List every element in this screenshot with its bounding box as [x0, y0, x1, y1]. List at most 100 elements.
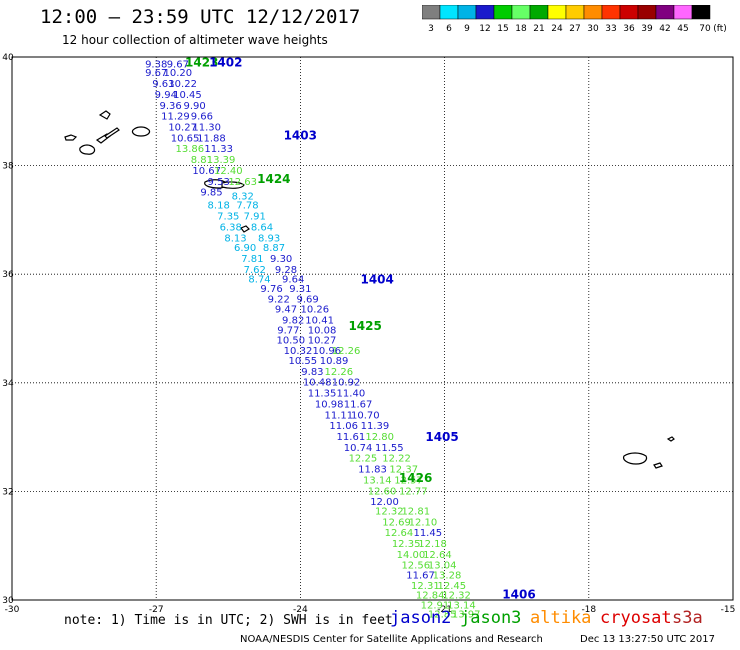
- wave-height-value: 9.38: [145, 60, 167, 71]
- wave-height-value: 7.78: [236, 201, 258, 212]
- longitude-label: -15: [721, 605, 736, 615]
- wave-height-value: 9.63: [152, 79, 174, 90]
- color-scale-label: 9: [464, 24, 470, 34]
- wave-height-value: 10.48: [303, 378, 332, 389]
- wave-height-value: 10.55: [288, 356, 317, 367]
- wave-height-value: 12.84: [416, 591, 445, 602]
- color-scale-label: 3: [428, 24, 434, 34]
- color-scale-label: 70: [699, 24, 711, 34]
- color-scale-label: 15: [497, 24, 508, 34]
- wave-height-value: 10.08: [308, 326, 337, 337]
- wave-height-value: 7.81: [241, 254, 263, 265]
- color-scale-label: 6: [446, 24, 452, 34]
- color-scale-unit: (ft): [713, 24, 727, 34]
- wave-height-value: 13.14: [363, 475, 392, 486]
- wave-height-value: 11.83: [358, 465, 387, 476]
- wave-height-value: 10.27: [308, 335, 337, 346]
- wave-height-value: 6.38: [220, 222, 242, 233]
- latitude-label: 40: [2, 53, 14, 63]
- wave-height-value: 9.47: [275, 304, 297, 315]
- wave-height-value: 9.76: [260, 284, 282, 295]
- color-scale-label: 21: [533, 24, 544, 34]
- color-swatch: [439, 5, 459, 20]
- color-scale-label: 30: [587, 24, 599, 34]
- satellite-legend-cryosat: cryosat: [600, 608, 672, 628]
- wave-height-value: 9.53: [208, 177, 230, 188]
- wave-height-value: 10.74: [344, 443, 373, 454]
- wave-height-value: 12.77: [399, 486, 428, 497]
- island-outline: [79, 144, 96, 155]
- wave-height-value: 9.31: [289, 284, 311, 295]
- color-scale-label: 24: [551, 24, 563, 34]
- island-outline: [98, 110, 111, 120]
- satellite-legend-jason2: jason2: [390, 608, 452, 628]
- wave-height-value: 11.33: [204, 144, 233, 155]
- wave-height-value: 11.11: [325, 410, 354, 421]
- wave-height-value: 9.64: [282, 275, 304, 286]
- color-swatch: [493, 5, 513, 20]
- track-id-label: 1425: [348, 319, 381, 333]
- island-outline: [240, 225, 250, 233]
- wave-height-value: 12.45: [437, 581, 466, 592]
- wave-height-value: 14.00: [397, 550, 426, 561]
- longitude-label: -30: [5, 605, 20, 615]
- color-swatch: [601, 5, 621, 20]
- track-id-label: 1402: [209, 55, 242, 69]
- island-outline: [64, 134, 78, 141]
- latitude-label: 36: [2, 270, 14, 280]
- color-scale-label: 42: [659, 24, 670, 34]
- track-id-label: 1405: [425, 430, 458, 444]
- wave-height-value: 12.25: [349, 454, 378, 465]
- color-swatch: [422, 5, 441, 20]
- wave-height-value: 11.06: [329, 421, 358, 432]
- wave-height-value: 9.36: [159, 101, 181, 112]
- wave-height-value: 11.67: [344, 399, 373, 410]
- wave-height-value: 12.57: [394, 475, 423, 486]
- wave-height-value: 13.28: [433, 570, 462, 581]
- color-swatch: [691, 5, 711, 20]
- wave-height-value: 12.26: [332, 346, 361, 357]
- wave-height-value: 11.40: [337, 389, 366, 400]
- island-outline: [204, 179, 227, 189]
- wave-height-value: 12.31: [411, 581, 440, 592]
- wave-height-value: 8.13: [224, 233, 246, 244]
- wave-height-value: 10.22: [168, 79, 197, 90]
- wave-height-value: 10.70: [351, 410, 380, 421]
- color-scale-legend: 3 6 9 12 15 18 21 24 27 30 33 36 39 42 45 70 (ft): [422, 5, 727, 34]
- track-id-label: 1406: [502, 588, 535, 602]
- wave-height-value: 10.96: [313, 346, 342, 357]
- island-outline: [666, 436, 675, 442]
- wave-height-value: 9.67: [145, 68, 167, 79]
- wave-height-value: 10.89: [320, 356, 349, 367]
- wave-height-value: 13.39: [207, 155, 236, 166]
- wave-height-value: 12.80: [365, 432, 394, 443]
- wave-height-value: 7.62: [244, 265, 266, 276]
- wave-height-value: 11.61: [337, 432, 366, 443]
- wave-height-value: 10.20: [164, 68, 193, 79]
- wave-height-value: 8.93: [258, 233, 280, 244]
- wave-height-value: 9.85: [200, 188, 222, 199]
- wave-height-value: 12.00: [370, 497, 399, 508]
- color-swatch: [619, 5, 639, 20]
- wave-height-value: 7.35: [217, 212, 239, 223]
- wave-height-value: 12.32: [375, 506, 404, 517]
- wave-height-value: 12.63: [228, 177, 257, 188]
- wave-height-value: 12.26: [325, 367, 354, 378]
- color-scale-label: 45: [677, 24, 688, 34]
- wave-height-value: 10.45: [173, 90, 202, 101]
- island-outline: [221, 181, 245, 189]
- satellite-legend-jason3: jason3: [460, 608, 522, 628]
- island-outline: [653, 462, 663, 469]
- island-outline: [104, 127, 120, 139]
- wave-height-value: 10.26: [300, 304, 329, 315]
- island-outline: [95, 133, 112, 144]
- track-id-label: 1423: [185, 55, 218, 69]
- wave-height-value: 9.77: [277, 326, 299, 337]
- map-frame: [11, 56, 734, 601]
- color-swatch: [529, 5, 549, 20]
- wave-height-value: 11.35: [308, 389, 337, 400]
- wave-height-value: 10.41: [305, 315, 334, 326]
- wave-height-value: 11.55: [375, 443, 404, 454]
- color-scale-label: 39: [641, 24, 653, 34]
